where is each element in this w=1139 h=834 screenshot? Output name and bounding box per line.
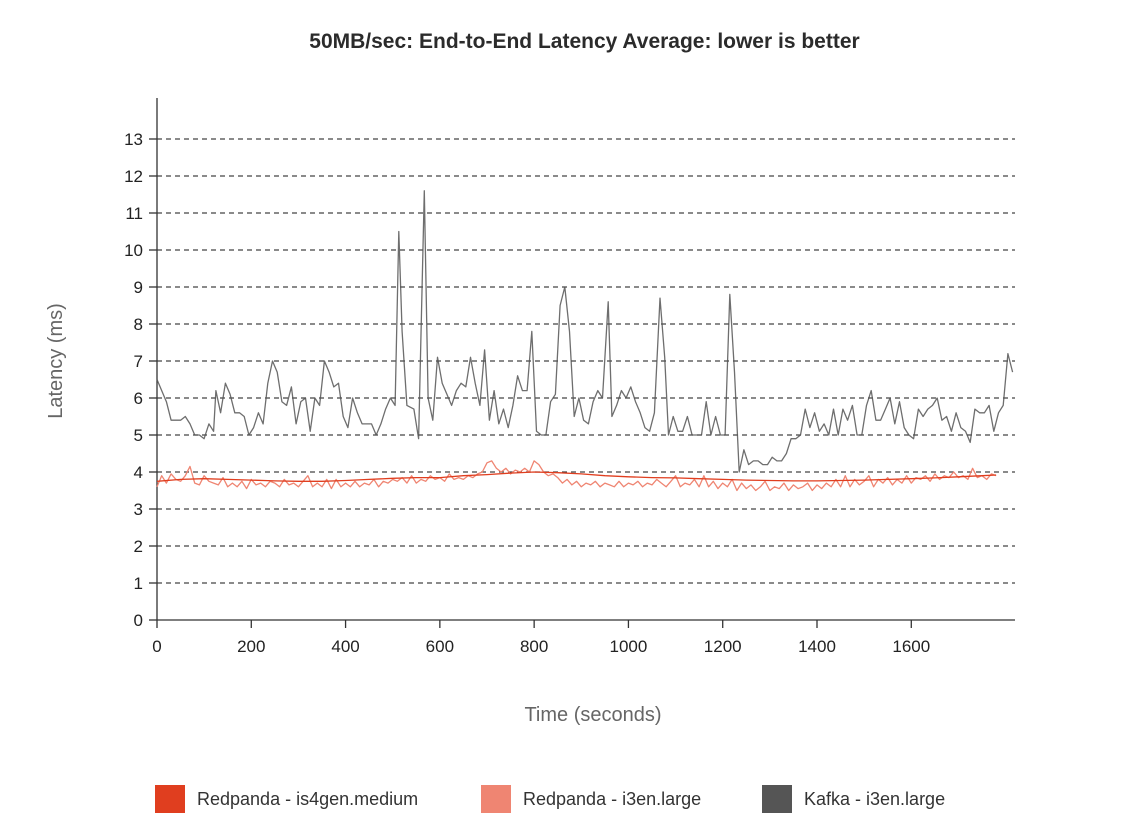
y-tick-label-7: 7 bbox=[134, 352, 143, 371]
y-tick-label-13: 13 bbox=[124, 130, 143, 149]
x-axis-label: Time (seconds) bbox=[524, 704, 661, 726]
y-tick-label-10: 10 bbox=[124, 241, 143, 260]
chart-title: 50MB/sec: End-to-End Latency Average: lo… bbox=[309, 30, 860, 53]
y-tick-label-0: 0 bbox=[134, 611, 143, 630]
series-line-0 bbox=[156, 471, 997, 482]
y-tick-label-1: 1 bbox=[134, 574, 143, 593]
legend-swatch-2 bbox=[762, 785, 792, 813]
series-line-1 bbox=[156, 460, 997, 492]
y-tick-label-5: 5 bbox=[134, 426, 143, 445]
x-tick-label-5: 1000 bbox=[610, 637, 648, 656]
x-tick-label-7: 1400 bbox=[798, 637, 836, 656]
x-tick-label-0: 0 bbox=[152, 637, 161, 656]
y-tick-label-3: 3 bbox=[134, 500, 143, 519]
series-line-2 bbox=[156, 190, 1014, 473]
y-tick-label-9: 9 bbox=[134, 278, 143, 297]
y-axis-label: Latency (ms) bbox=[45, 303, 67, 419]
legend-swatch-1 bbox=[481, 785, 511, 813]
y-tick-label-4: 4 bbox=[134, 463, 143, 482]
y-tick-label-6: 6 bbox=[134, 389, 143, 408]
y-tick-label-8: 8 bbox=[134, 315, 143, 334]
x-tick-label-3: 600 bbox=[426, 637, 454, 656]
y-tick-label-12: 12 bbox=[124, 167, 143, 186]
x-tick-label-8: 1600 bbox=[892, 637, 930, 656]
legend-swatch-0 bbox=[155, 785, 185, 813]
legend-label-0: Redpanda - is4gen.medium bbox=[197, 788, 419, 809]
x-tick-label-2: 400 bbox=[331, 637, 359, 656]
chart-legend: Redpanda - is4gen.medium Redpanda - i3en.… bbox=[0, 784, 1139, 814]
legend-label-1: Redpanda - i3en.large bbox=[523, 788, 702, 809]
y-tick-label-2: 2 bbox=[134, 537, 143, 556]
legend-label-2: Kafka - i3en.large bbox=[804, 788, 946, 809]
x-tick-label-1: 200 bbox=[237, 637, 265, 656]
legend-item-2: Kafka - i3en.large bbox=[762, 784, 945, 814]
y-tick-label-11: 11 bbox=[125, 204, 143, 223]
legend-item-1: Redpanda - i3en.large bbox=[481, 784, 701, 814]
legend-item-0: Redpanda - is4gen.medium bbox=[155, 784, 418, 814]
x-tick-label-6: 1200 bbox=[704, 637, 742, 656]
x-tick-label-4: 800 bbox=[520, 637, 548, 656]
